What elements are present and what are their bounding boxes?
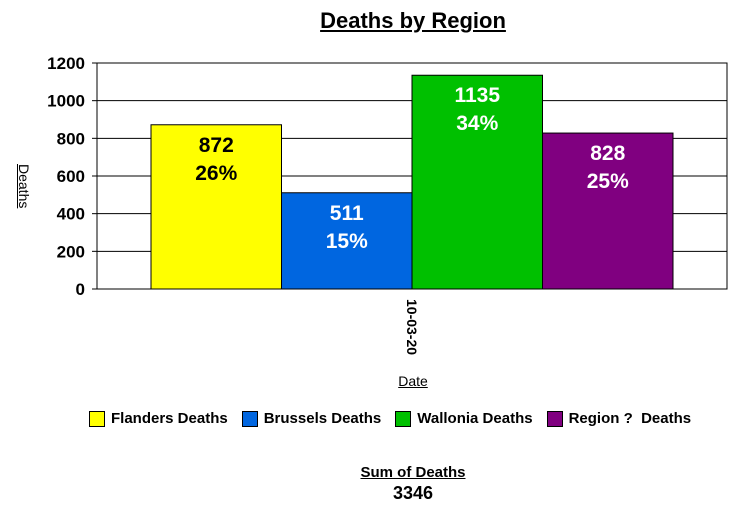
legend-item: Wallonia Deaths — [395, 410, 533, 427]
legend-swatch — [241, 410, 258, 427]
data-label-percent: 15% — [326, 230, 368, 253]
data-label-value: 511 — [330, 202, 364, 225]
legend-item: Region ? Deaths — [546, 410, 692, 427]
data-label-value: 872 — [199, 134, 234, 157]
bar-2 — [411, 74, 543, 290]
legend-label: Region ? Deaths — [568, 410, 692, 427]
legend-label: Flanders Deaths — [111, 410, 228, 427]
chart-title: Deaths by Region — [320, 8, 506, 33]
y-tick-label: 1200 — [47, 54, 85, 73]
legend-label: Brussels Deaths — [263, 410, 382, 427]
legend: Flanders Deaths Brussels Deaths Wallonia D… — [89, 410, 691, 427]
data-label-value: 1135 — [454, 84, 500, 107]
data-label-percent: 34% — [456, 112, 498, 135]
bar-1 — [281, 192, 413, 290]
y-tick-label: 200 — [57, 242, 85, 261]
legend-label: Wallonia Deaths — [417, 410, 533, 427]
bar-3 — [542, 132, 674, 290]
legend-item: Brussels Deaths — [241, 410, 382, 427]
sum-value: 3346 — [392, 483, 434, 503]
legend-swatch — [89, 410, 105, 427]
data-label-percent: 25% — [587, 170, 629, 193]
bar-0 — [150, 124, 282, 290]
y-tick-label: 800 — [57, 129, 85, 148]
legend-item: Flanders Deaths — [89, 410, 228, 427]
legend-swatch — [546, 410, 563, 427]
y-tick-label: 400 — [57, 205, 85, 224]
sum-label: Sum of Deaths — [360, 464, 466, 481]
data-label-percent: 26% — [195, 162, 237, 185]
bar-chart: 0 200 400 600 800 1000 1200 872 26% 511 15% 1135 34%… — [47, 54, 728, 355]
x-axis-label: Date — [398, 373, 428, 389]
data-label-value: 828 — [590, 142, 625, 165]
x-tick-label: 10-03-20 — [404, 299, 420, 355]
y-tick-label: 1000 — [47, 92, 85, 111]
legend-swatch — [395, 410, 412, 427]
y-tick-label: 600 — [57, 167, 85, 186]
y-tick-label: 0 — [76, 280, 85, 299]
